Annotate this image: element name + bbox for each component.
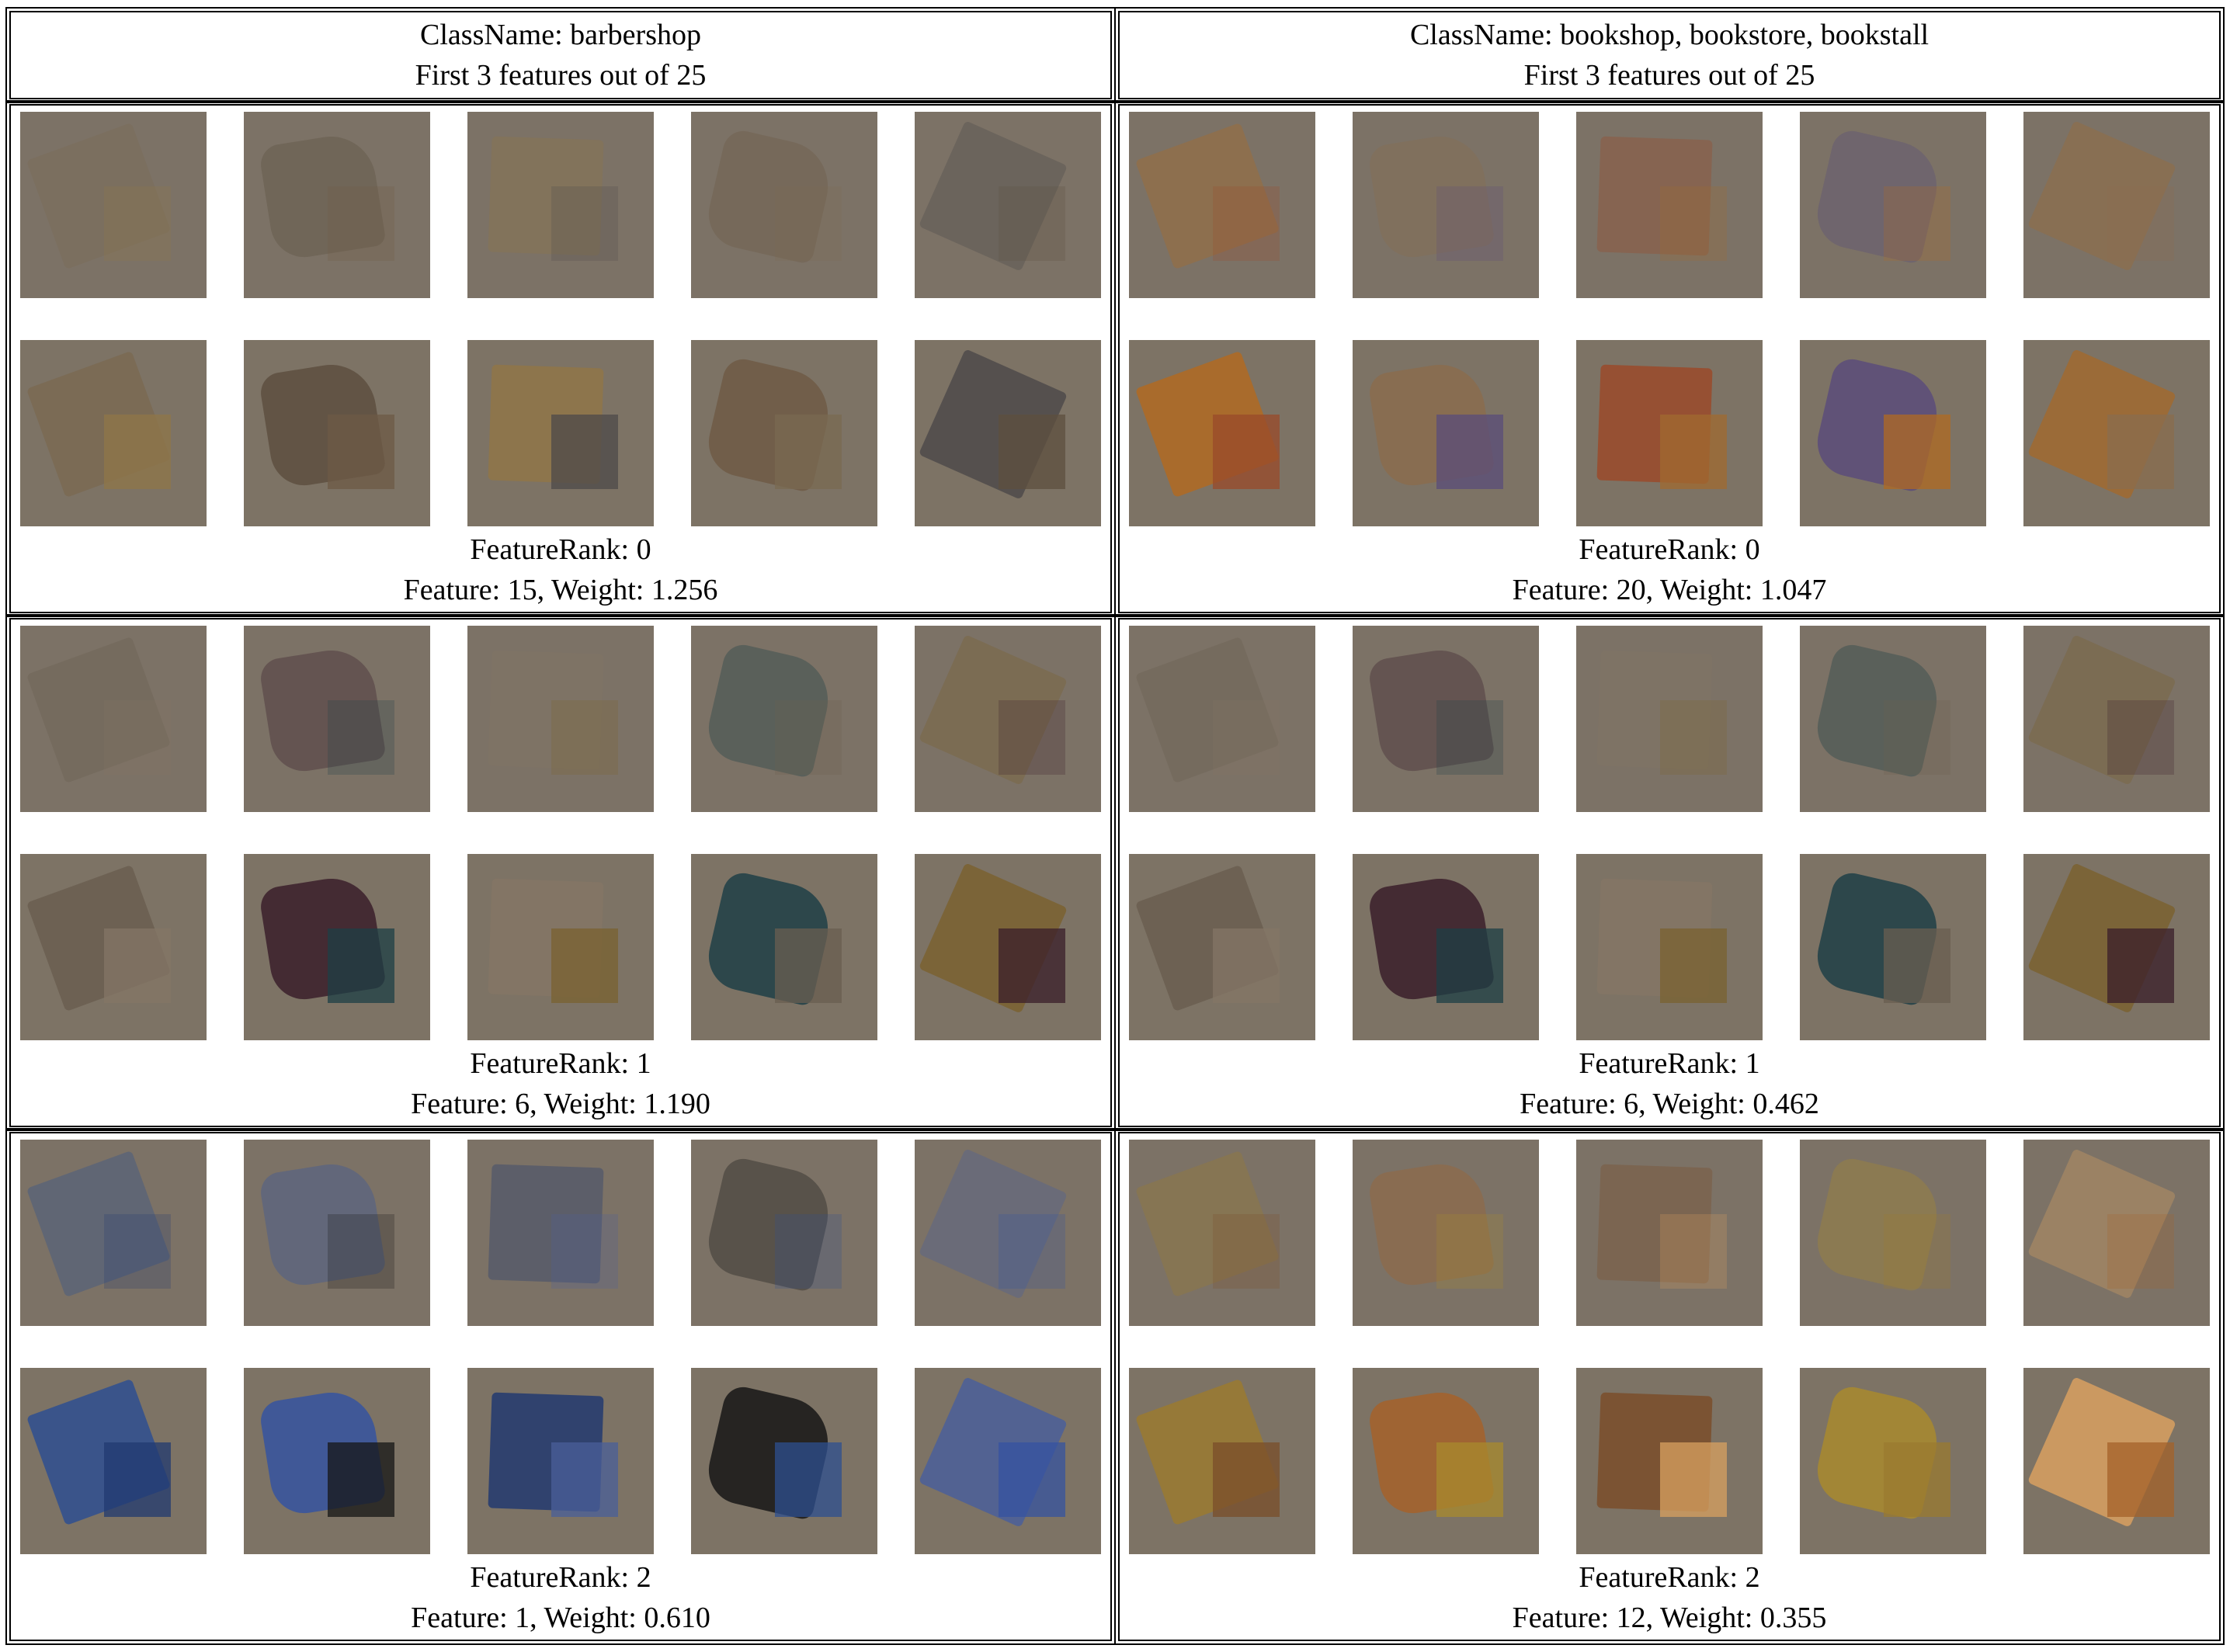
feature-patch-thumbnail [1576,1368,1763,1554]
feature-patch-thumbnail [20,1368,207,1554]
context-image-thumbnail [691,112,877,298]
feature-patch-thumbnail [244,854,430,1040]
class-header: ClassName: bookshop, bookstore, bookstal… [1114,7,2225,103]
feature-patch-thumbnail [915,854,1101,1040]
feature-patch-thumbnail [915,340,1101,526]
feature-patch-thumbnail [1576,854,1763,1040]
context-image-thumbnail [467,112,654,298]
feature-count-label: First 3 features out of 25 [415,59,707,92]
feature-weight-label: Feature: 12, Weight: 0.355 [1512,1602,1827,1634]
context-image-thumbnail [915,626,1101,812]
feature-patch-thumbnail [691,1368,877,1554]
feature-patch-thumbnail [244,340,430,526]
feature-rank-label: FeatureRank: 1 [1579,1047,1760,1080]
context-image-thumbnail [20,112,207,298]
feature-patch-thumbnail [691,854,877,1040]
feature-patch-thumbnail [691,340,877,526]
feature-patch-thumbnail [2023,854,2210,1040]
feature-patch-thumbnail [20,854,207,1040]
context-image-thumbnail [2023,1140,2210,1326]
feature-weight-label: Feature: 20, Weight: 1.047 [1512,574,1827,606]
context-image-thumbnail [1353,112,1539,298]
feature-row: FeatureRank: 2 Feature: 12, Weight: 0.355 [1114,1128,2225,1645]
feature-patch-thumbnail [1129,340,1315,526]
context-image-thumbnail [1576,112,1763,298]
class-name-label: ClassName: barbershop [420,19,701,51]
context-image-thumbnail [1129,1140,1315,1326]
feature-rank-label: FeatureRank: 0 [470,533,651,566]
feature-row: FeatureRank: 2 Feature: 1, Weight: 0.610 [5,1128,1116,1645]
context-image-thumbnail [20,1140,207,1326]
feature-weight-label: Feature: 1, Weight: 0.610 [411,1602,710,1634]
feature-patch-thumbnail [1576,340,1763,526]
feature-weight-label: Feature: 6, Weight: 0.462 [1520,1088,1819,1120]
feature-patch-thumbnail [1353,340,1539,526]
feature-patch-thumbnail [1353,1368,1539,1554]
feature-patch-thumbnail [1800,854,1986,1040]
context-image-thumbnail [1800,112,1986,298]
feature-weight-label: Feature: 15, Weight: 1.256 [403,574,718,606]
context-image-thumbnail [244,626,430,812]
feature-count-label: First 3 features out of 25 [1523,59,1815,92]
context-image-thumbnail [915,1140,1101,1326]
context-image-thumbnail [244,1140,430,1326]
context-image-thumbnail [691,626,877,812]
feature-patch-thumbnail [1353,854,1539,1040]
context-image-thumbnail [1353,1140,1539,1326]
context-image-thumbnail [20,626,207,812]
feature-patch-thumbnail [467,854,654,1040]
feature-patch-thumbnail [1800,340,1986,526]
feature-row: FeatureRank: 0 Feature: 15, Weight: 1.256 [5,100,1116,617]
feature-row: FeatureRank: 1 Feature: 6, Weight: 0.462 [1114,614,2225,1131]
feature-weight-label: Feature: 6, Weight: 1.190 [411,1088,710,1120]
context-image-thumbnail [2023,626,2210,812]
feature-patch-thumbnail [467,1368,654,1554]
feature-patch-thumbnail [1800,1368,1986,1554]
context-image-thumbnail [2023,112,2210,298]
context-image-thumbnail [1353,626,1539,812]
context-image-thumbnail [467,1140,654,1326]
feature-patch-thumbnail [1129,854,1315,1040]
feature-row: FeatureRank: 1 Feature: 6, Weight: 1.190 [5,614,1116,1131]
context-image-thumbnail [1129,112,1315,298]
feature-patch-thumbnail [2023,1368,2210,1554]
feature-rank-label: FeatureRank: 1 [470,1047,651,1080]
context-image-thumbnail [244,112,430,298]
context-image-thumbnail [1800,626,1986,812]
context-image-thumbnail [1129,626,1315,812]
feature-rank-label: FeatureRank: 2 [470,1561,651,1594]
feature-row: FeatureRank: 0 Feature: 20, Weight: 1.047 [1114,100,2225,617]
class-header: ClassName: barbershop First 3 features ou… [5,7,1116,103]
feature-patch-thumbnail [915,1368,1101,1554]
feature-rank-label: FeatureRank: 2 [1579,1561,1760,1594]
context-image-thumbnail [915,112,1101,298]
context-image-thumbnail [1576,1140,1763,1326]
feature-patch-thumbnail [2023,340,2210,526]
feature-patch-thumbnail [467,340,654,526]
context-image-thumbnail [1576,626,1763,812]
feature-patch-thumbnail [244,1368,430,1554]
context-image-thumbnail [691,1140,877,1326]
feature-patch-thumbnail [1129,1368,1315,1554]
context-image-thumbnail [467,626,654,812]
context-image-thumbnail [1800,1140,1986,1326]
feature-rank-label: FeatureRank: 0 [1579,533,1760,566]
feature-patch-thumbnail [20,340,207,526]
class-name-label: ClassName: bookshop, bookstore, bookstal… [1409,19,1930,51]
